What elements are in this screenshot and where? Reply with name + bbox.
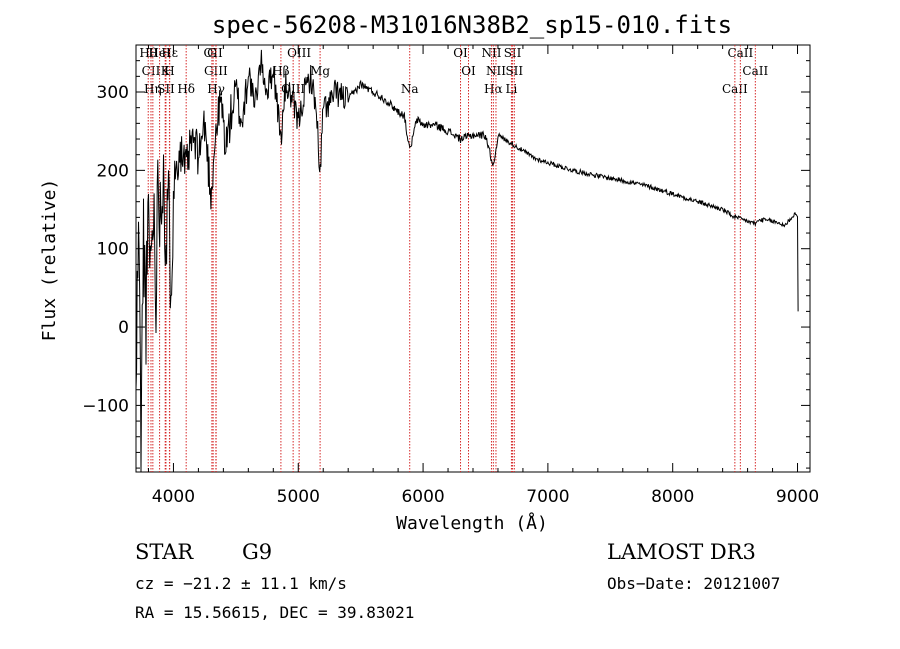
line-marker-label: OI (453, 46, 468, 60)
line-marker-label: G (207, 46, 217, 60)
line-marker-label: CaII (722, 82, 748, 96)
y-tick-label: 200 (97, 161, 129, 181)
line-marker-label: Hη (144, 82, 162, 96)
y-tick-label: 0 (118, 318, 129, 338)
x-tick-label: 7000 (526, 487, 569, 507)
line-marker-label: CaII (727, 46, 753, 60)
line-marker-label: OI (461, 64, 476, 78)
x-tick-label: 8000 (651, 487, 694, 507)
line-marker-label: CaII (742, 64, 768, 78)
y-tick-label: 100 (97, 240, 129, 260)
y-tick-label: −100 (82, 396, 129, 416)
redshift-cz: cz = −21.2 ± 11.1 km/s (135, 574, 347, 593)
line-marker-label: NII (486, 64, 506, 78)
line-marker-label: SII (505, 64, 523, 78)
x-tick-label: 9000 (776, 487, 819, 507)
object-subclass: G9 (242, 540, 273, 564)
line-marker-label: OIII (287, 46, 311, 60)
coordinates: RA = 15.56615, DEC = 39.83021 (135, 603, 415, 622)
line-marker-label: H (164, 64, 174, 78)
line-marker-label: GIII (204, 64, 228, 78)
plot-frame (135, 44, 811, 473)
line-marker-label: Hγ (207, 82, 225, 96)
line-marker-label: Mg (310, 64, 330, 78)
line-marker-label: Hα (484, 82, 503, 96)
chart-title: spec-56208-M31016N38B2_sp15-010.fits (212, 11, 732, 39)
line-marker-label: Na (401, 82, 419, 96)
line-marker-label: OII (203, 46, 223, 60)
x-tick-label: 5000 (277, 487, 320, 507)
line-marker-label: NII (481, 46, 501, 60)
line-marker-label: SII (504, 46, 522, 60)
line-marker-label: CII (142, 64, 161, 78)
line-marker-label: Hδ (177, 82, 195, 96)
line-marker-label: Li (506, 82, 518, 96)
observation-date: Obs−Date: 20121007 (607, 574, 781, 593)
survey-name: LAMOST DR3 (607, 540, 756, 564)
y-tick-label: 300 (97, 83, 129, 103)
x-axis-label: Wavelength (Å) (396, 512, 548, 534)
x-tick-label: 4000 (152, 487, 195, 507)
line-marker-label: SII (157, 82, 175, 96)
line-marker-label: K (161, 64, 171, 78)
axis-ticks: 4000 5000 6000 7000 8000 9000 −100 0 100 200 300 (82, 44, 819, 507)
flux-series-line (135, 49, 799, 473)
x-tick-label: 6000 (401, 487, 444, 507)
object-class: STAR (135, 540, 194, 564)
y-axis-label: Flux (relative) (39, 179, 60, 342)
